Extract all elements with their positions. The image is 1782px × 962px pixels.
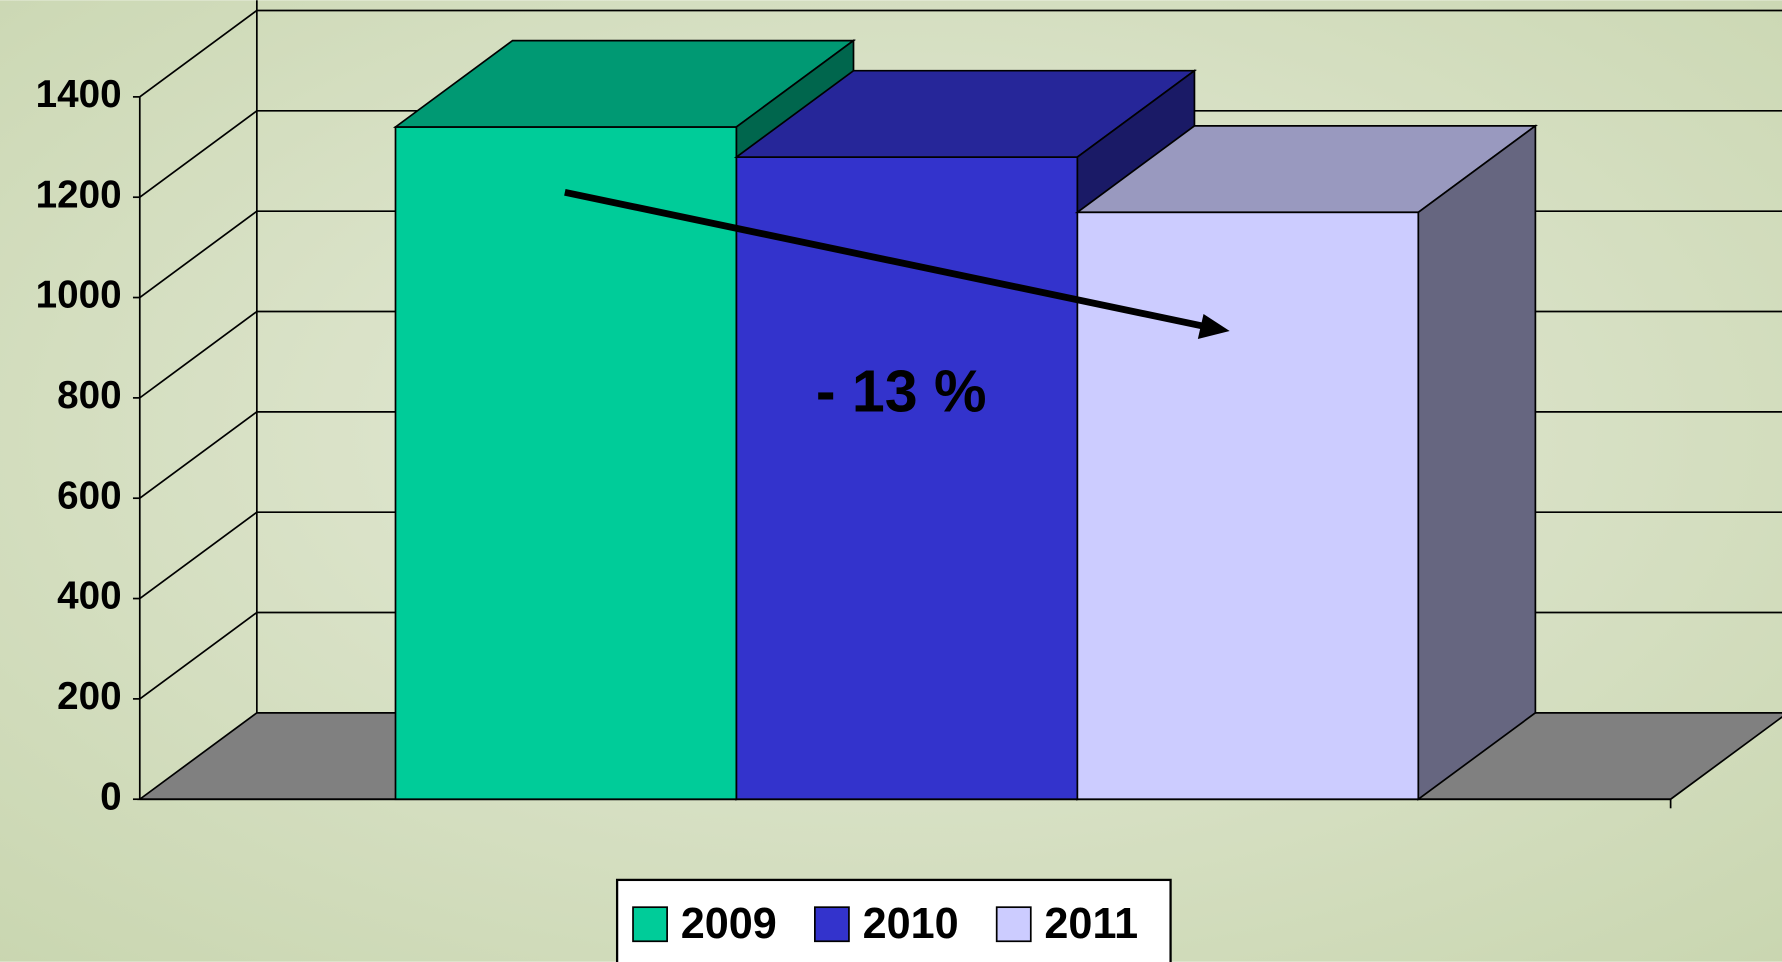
y-tick-label: 0 — [100, 775, 121, 818]
legend-swatch — [995, 906, 1032, 943]
legend-label: 2009 — [681, 900, 777, 948]
side-grid-line — [139, 110, 258, 198]
bar-front — [1076, 211, 1420, 801]
legend-swatch — [814, 906, 850, 943]
bar-side — [1417, 124, 1537, 801]
side-grid-line — [139, 310, 258, 399]
legend-box — [615, 878, 1172, 962]
arrow-head — [1197, 313, 1230, 339]
side-grid-line — [139, 511, 258, 600]
bar-front — [394, 126, 738, 801]
legend-label: 2010 — [863, 900, 959, 948]
trend-arrow — [564, 188, 1206, 330]
legend-label: 2011 — [1044, 900, 1138, 948]
legend-swatch — [632, 906, 668, 943]
y-tick-label: 1400 — [36, 73, 122, 116]
y-tick-label: 400 — [57, 575, 121, 618]
side-grid-line — [139, 210, 258, 299]
side-grid-line — [139, 9, 258, 98]
bar-front — [735, 156, 1079, 801]
side-grid-line — [139, 611, 258, 700]
y-tick-label: 200 — [57, 675, 121, 718]
y-tick-label: 800 — [57, 374, 121, 417]
annotation: - 13 % — [816, 358, 987, 424]
y-tick-label: 1200 — [36, 173, 122, 216]
side-grid-line — [139, 411, 258, 499]
y-tick-label: 600 — [57, 474, 121, 517]
y-tick-label: 1000 — [36, 274, 122, 317]
